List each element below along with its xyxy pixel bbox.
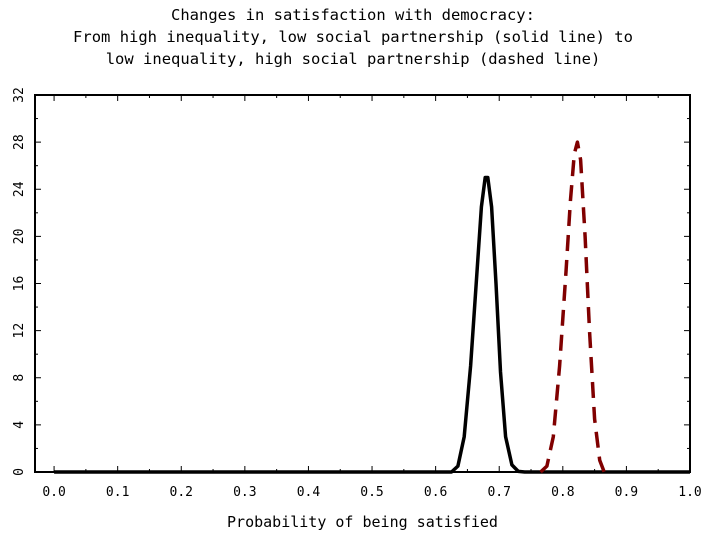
x-tick-label: 0.1 [106, 485, 129, 500]
x-tick-label: 0.2 [170, 485, 193, 500]
x-tick-label: 0.9 [615, 485, 638, 500]
series-dashed-line [539, 140, 606, 474]
y-tick-label: 12 [12, 323, 27, 339]
y-tick-label: 16 [12, 276, 27, 292]
series-solid-line [54, 175, 690, 474]
y-tick-label: 0 [12, 468, 27, 476]
x-tick-label: 0.5 [360, 485, 383, 500]
x-tick-label: 0.7 [487, 485, 510, 500]
y-tick-label: 8 [12, 374, 27, 382]
x-tick-label: 0.0 [42, 485, 65, 500]
x-tick-label: 0.4 [297, 485, 321, 500]
chart-title-line-1: Changes in satisfaction with democracy: [171, 6, 535, 24]
y-tick-label: 28 [12, 134, 27, 150]
plot-frame [34, 94, 691, 473]
x-tick-label: 0.8 [551, 485, 574, 500]
y-tick-label: 32 [12, 87, 27, 103]
x-tick-label: 0.3 [233, 485, 256, 500]
chart-title-line-3: low inequality, high social partnership … [105, 50, 601, 68]
y-tick-label: 24 [12, 181, 27, 197]
chart-title: Changes in satisfaction with democracy: … [0, 4, 706, 70]
x-tick-label: 0.6 [424, 485, 447, 500]
y-tick-label: 4 [12, 421, 27, 429]
chart-title-line-2: From high inequality, low social partner… [73, 28, 633, 46]
y-tick-label: 20 [12, 229, 27, 245]
x-axis-title: Probability of being satisfied [227, 513, 498, 531]
x-tick-label: 1.0 [678, 485, 701, 500]
